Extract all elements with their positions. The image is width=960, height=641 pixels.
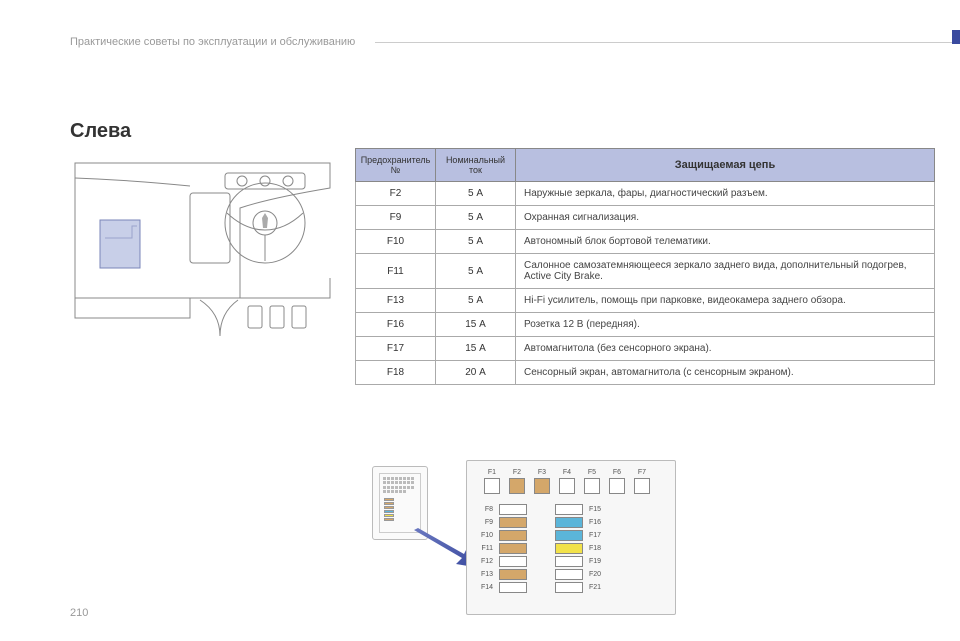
cell-desc: Наружные зеркала, фары, диагностический … (516, 182, 935, 206)
table-row: F135 АHi-Fi усилитель, помощь при парков… (356, 289, 935, 313)
table-row: F1615 АРозетка 12 В (передняя). (356, 313, 935, 337)
table-row: F115 АСалонное самозатемняющееся зеркало… (356, 254, 935, 289)
fuse-slot: F3 (531, 469, 553, 494)
cell-fuse: F11 (356, 254, 436, 289)
fuse-row: F12F19 (475, 556, 667, 567)
section-title: Слева (70, 120, 131, 143)
cell-desc: Автономный блок бортовой телематики. (516, 230, 935, 254)
table-row: F1715 ААвтомагнитола (без сенсорного экр… (356, 337, 935, 361)
table-row: F95 АОхранная сигнализация. (356, 206, 935, 230)
fusebox-panel: F1F2F3F4F5F6F7 F8F15 F9F16 F10F17 F11F18 F12… (466, 460, 676, 615)
table-row: F1820 АСенсорный экран, автомагнитола (с… (356, 361, 935, 385)
fuse-row: F9F16 (475, 517, 667, 528)
fuse-row: F14F21 (475, 582, 667, 593)
cell-amp: 20 А (436, 361, 516, 385)
header-bar: Практические советы по эксплуатации и об… (70, 36, 960, 48)
cell-amp: 5 А (436, 230, 516, 254)
cell-desc: Охранная сигнализация. (516, 206, 935, 230)
cell-fuse: F13 (356, 289, 436, 313)
col-desc-header: Защищаемая цепь (516, 149, 935, 182)
cell-fuse: F2 (356, 182, 436, 206)
cell-desc: Салонное самозатемняющееся зеркало задне… (516, 254, 935, 289)
cell-amp: 5 А (436, 182, 516, 206)
header-accent (952, 30, 960, 44)
cell-amp: 15 А (436, 313, 516, 337)
cell-amp: 15 А (436, 337, 516, 361)
fuse-slot: F4 (556, 469, 578, 494)
cell-amp: 5 А (436, 254, 516, 289)
cell-desc: Розетка 12 В (передняя). (516, 313, 935, 337)
cell-desc: Автомагнитола (без сенсорного экрана). (516, 337, 935, 361)
fuse-slot: F6 (606, 469, 628, 494)
fuse-slot: F7 (631, 469, 653, 494)
fuse-slot: F5 (581, 469, 603, 494)
table-row: F105 ААвтономный блок бортовой телематик… (356, 230, 935, 254)
fuse-row: F13F20 (475, 569, 667, 580)
col-amp-header: Номинальный ток (436, 149, 516, 182)
fuse-table: Предохранитель № Номинальный ток Защищае… (355, 148, 935, 385)
cell-desc: Hi-Fi усилитель, помощь при парковке, ви… (516, 289, 935, 313)
cell-fuse: F17 (356, 337, 436, 361)
cell-desc: Сенсорный экран, автомагнитола (с сенсор… (516, 361, 935, 385)
cell-fuse: F9 (356, 206, 436, 230)
table-row: F25 АНаружные зеркала, фары, диагностиче… (356, 182, 935, 206)
cell-fuse: F16 (356, 313, 436, 337)
cell-amp: 5 А (436, 289, 516, 313)
breadcrumb: Практические советы по эксплуатации и об… (70, 36, 355, 48)
cell-fuse: F10 (356, 230, 436, 254)
header-divider (375, 42, 960, 43)
fuse-row: F10F17 (475, 530, 667, 541)
page-number: 210 (70, 607, 88, 619)
fuse-slot: F1 (481, 469, 503, 494)
cell-amp: 5 А (436, 206, 516, 230)
fuse-row: F8F15 (475, 504, 667, 515)
cell-fuse: F18 (356, 361, 436, 385)
col-fuse-header: Предохранитель № (356, 149, 436, 182)
fuse-row: F11F18 (475, 543, 667, 554)
fusebox-diagram: F1F2F3F4F5F6F7 F8F15 F9F16 F10F17 F11F18 F12… (372, 460, 672, 615)
table-header-row: Предохранитель № Номинальный ток Защищае… (356, 149, 935, 182)
fuse-slot: F2 (506, 469, 528, 494)
dashboard-illustration (70, 158, 335, 338)
